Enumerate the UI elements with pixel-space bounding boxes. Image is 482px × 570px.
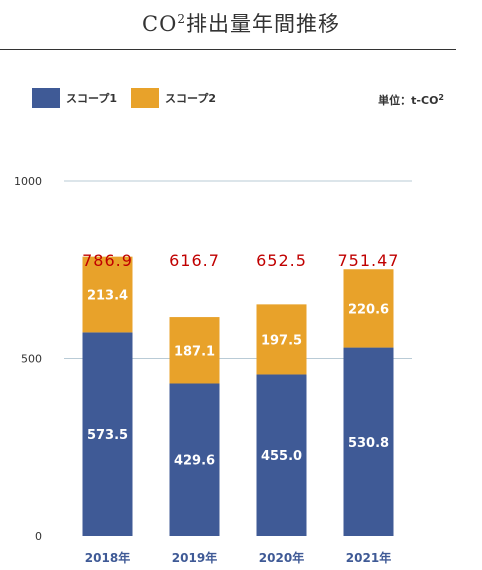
- unit-label: 単位：t-CO2: [378, 93, 444, 107]
- x-tick-label-0: 2018年: [85, 550, 130, 565]
- x-tick-label-1: 2019年: [172, 550, 217, 565]
- bar-scope2-3: [343, 269, 394, 348]
- y-tick-label-500: 500: [21, 353, 42, 366]
- total-label-3: 751.47: [338, 251, 400, 270]
- data-label-scope2-0: 213.4: [87, 289, 128, 304]
- legend-label-scope1: スコープ1: [66, 92, 117, 105]
- bar-scope1-1: [169, 383, 220, 536]
- total-label-1: 616.7: [169, 251, 220, 270]
- data-label-scope2-2: 197.5: [261, 333, 302, 348]
- y-tick-label-1000: 1000: [14, 175, 42, 188]
- data-label-scope2-3: 220.6: [348, 302, 389, 317]
- bar-scope1-0: [82, 332, 133, 536]
- data-label-scope1-1: 429.6: [174, 454, 215, 469]
- bar-scope1-2: [256, 374, 307, 536]
- legend-item-scope1: スコープ1: [32, 88, 117, 108]
- total-label-0: 786.9: [82, 251, 133, 270]
- bar-scope2-2: [256, 304, 307, 375]
- total-label-2: 652.5: [256, 251, 307, 270]
- bar-scope2-1: [169, 317, 220, 384]
- x-tick-label-3: 2021年: [346, 550, 391, 565]
- title-divider: [0, 49, 456, 50]
- legend-swatch-scope2: [131, 88, 159, 108]
- data-label-scope1-0: 573.5: [87, 428, 128, 443]
- data-label-scope1-3: 530.8: [348, 436, 389, 451]
- data-label-scope1-2: 455.0: [261, 449, 302, 464]
- bar-scope1-3: [343, 347, 394, 536]
- x-tick-label-2: 2020年: [259, 550, 304, 565]
- data-label-scope2-1: 187.1: [174, 344, 215, 359]
- bar-scope2-0: [82, 256, 133, 333]
- legend-swatch-scope1: [32, 88, 60, 108]
- y-tick-label-0: 0: [35, 530, 42, 543]
- legend-item-scope2: スコープ2: [131, 88, 216, 108]
- legend-label-scope2: スコープ2: [165, 92, 216, 105]
- legend: スコープ1 スコープ2: [32, 88, 230, 108]
- chart-title: CO2排出量年間推移: [142, 12, 340, 36]
